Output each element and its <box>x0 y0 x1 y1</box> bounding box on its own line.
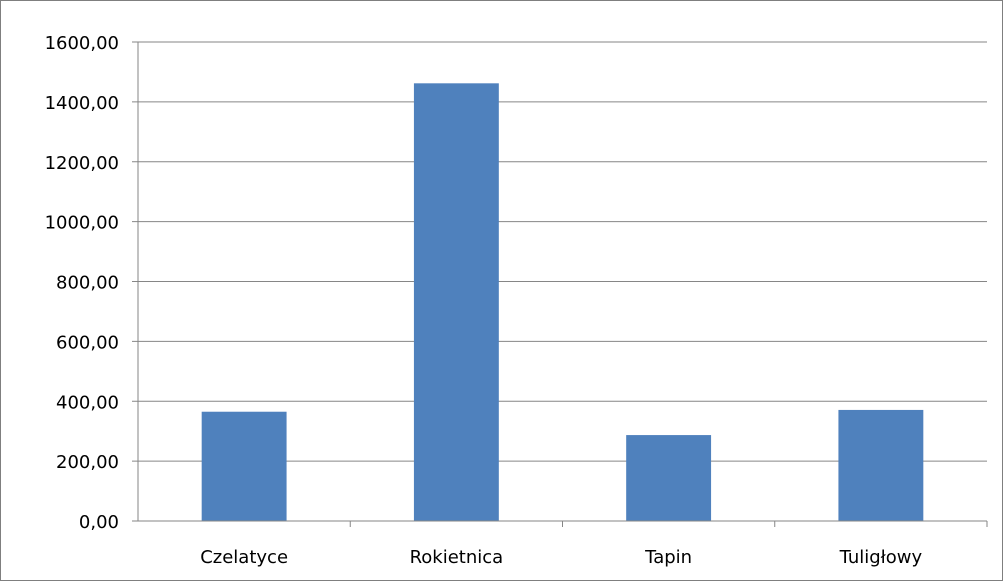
y-tick-label: 600,00 <box>56 332 119 353</box>
y-axis-tick-labels: 0,00 200,00 400,00 600,00 800,00 1000,00 1200,… <box>45 33 119 533</box>
bars <box>201 83 924 521</box>
y-tick-label: 1000,00 <box>45 213 119 234</box>
bar-tapin <box>626 435 712 521</box>
y-tick-label: 400,00 <box>56 392 119 413</box>
gridlines <box>138 41 987 462</box>
y-tick-label: 1400,00 <box>45 93 119 114</box>
y-tick-label: 0,00 <box>79 512 119 533</box>
x-tick-label: Czelatyce <box>200 547 288 568</box>
x-tick-label: Tuligłowy <box>839 547 923 568</box>
y-tick-label: 1600,00 <box>45 33 119 54</box>
bar-tuligłowy <box>838 409 924 521</box>
bar-rokietnica <box>413 83 499 521</box>
y-tick-label: 800,00 <box>56 273 119 294</box>
x-axis-tick-labels: Czelatyce Rokietnica Tapin Tuligłowy <box>200 547 922 568</box>
y-tick-label: 1200,00 <box>45 153 119 174</box>
x-tick-label: Tapin <box>644 547 692 568</box>
y-tick-label: 200,00 <box>56 452 119 473</box>
axes <box>132 41 988 527</box>
x-tick-label: Rokietnica <box>410 547 504 568</box>
bar-czelatyce <box>201 411 287 521</box>
